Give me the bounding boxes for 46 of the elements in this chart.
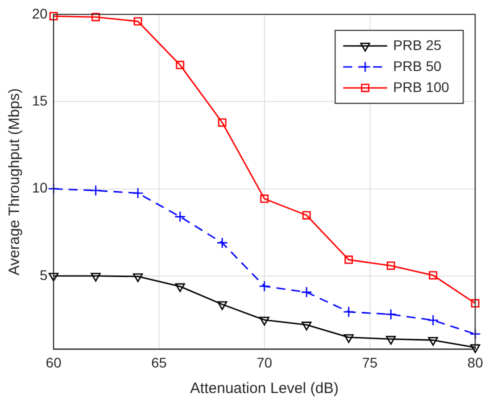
point: [218, 118, 226, 127]
y-tick-label: 10: [32, 180, 48, 196]
point: [258, 280, 270, 292]
point: [471, 299, 480, 308]
point: [386, 336, 396, 345]
point: [92, 12, 100, 22]
legend-label: PRB 50: [393, 58, 442, 74]
y-tick-label: 15: [32, 92, 48, 108]
point: [300, 286, 312, 298]
x-tick-label: 80: [467, 354, 484, 370]
point: [259, 316, 270, 326]
x-tick-label: 60: [46, 354, 62, 370]
point: [470, 328, 481, 340]
point: [174, 211, 186, 222]
point: [427, 314, 439, 326]
x-tick-label: 75: [362, 354, 378, 370]
point: [260, 194, 269, 203]
point: [386, 261, 396, 270]
point: [216, 237, 228, 248]
point: [344, 256, 353, 264]
x-tick-label: 70: [256, 354, 272, 370]
point: [176, 60, 184, 70]
point: [302, 211, 311, 220]
point: [217, 301, 228, 310]
point: [470, 344, 480, 354]
point: [344, 334, 354, 343]
point: [385, 308, 397, 320]
y-tick-label: 20: [32, 5, 48, 22]
point: [132, 187, 144, 199]
point: [428, 271, 438, 280]
point: [428, 336, 438, 346]
point: [48, 272, 59, 282]
legend-label: PRB 25: [393, 36, 442, 53]
point: [175, 283, 186, 292]
point: [90, 272, 101, 282]
y-axis-title: Average Throughput (Mbps): [6, 88, 24, 276]
y-tick-label: 5: [40, 266, 48, 283]
point: [134, 17, 142, 26]
point: [49, 12, 58, 20]
point: [302, 322, 312, 330]
point: [132, 273, 143, 282]
point: [90, 184, 102, 196]
x-axis-title: Attenuation Level (dB): [190, 380, 339, 398]
x-tick-label: 65: [151, 354, 167, 370]
legend-label: PRB 100: [393, 78, 450, 95]
point: [343, 306, 354, 318]
